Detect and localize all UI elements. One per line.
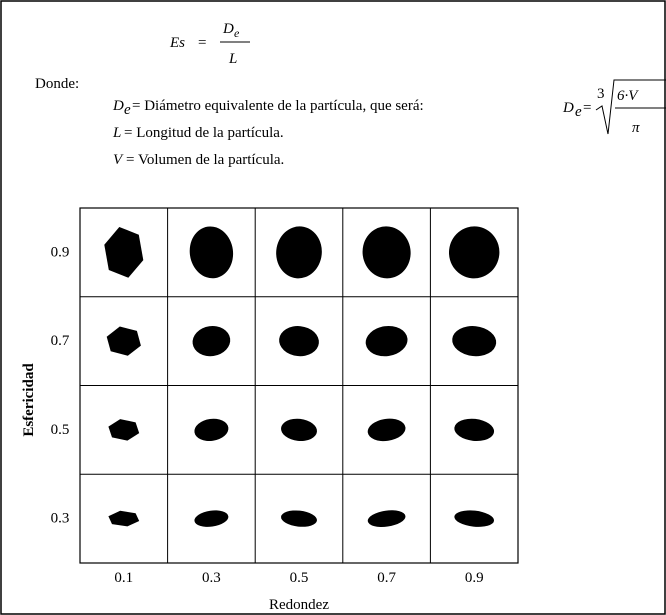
row-label: 0.7 bbox=[51, 333, 70, 349]
eq-numerator: 6·V bbox=[617, 88, 639, 104]
row-label: 0.9 bbox=[51, 244, 70, 260]
row-label: 0.5 bbox=[51, 422, 70, 438]
particle bbox=[276, 226, 322, 279]
eq-equals: = bbox=[583, 100, 591, 116]
particle bbox=[108, 419, 140, 441]
column-label: 0.5 bbox=[290, 570, 309, 586]
particle bbox=[108, 510, 140, 527]
def-symbol: L bbox=[112, 125, 121, 141]
formula-numerator-sub: e bbox=[234, 26, 240, 40]
particle bbox=[279, 326, 319, 357]
def-text: = Volumen de la partícula. bbox=[126, 152, 284, 168]
formula-denominator: L bbox=[228, 51, 237, 67]
particle bbox=[452, 326, 497, 357]
formula-lhs: Es bbox=[169, 35, 185, 51]
particle bbox=[194, 510, 229, 527]
column-label: 0.3 bbox=[202, 570, 221, 586]
column-label: 0.7 bbox=[377, 570, 396, 586]
def-text: = Longitud de la partícula. bbox=[124, 125, 284, 141]
particle bbox=[104, 227, 144, 278]
radical bbox=[595, 79, 666, 135]
particle bbox=[365, 325, 408, 357]
particle bbox=[367, 418, 406, 442]
y-title: Esfericidad bbox=[21, 363, 37, 437]
eq-denominator: π bbox=[632, 120, 640, 136]
def-sub: e bbox=[124, 102, 131, 118]
particle bbox=[454, 510, 495, 527]
formula-numerator: D bbox=[222, 21, 234, 37]
eq-lhs: D bbox=[562, 100, 574, 116]
particle bbox=[192, 326, 231, 357]
particle bbox=[448, 226, 500, 279]
formula-equals: = bbox=[198, 35, 206, 51]
particle bbox=[367, 510, 406, 527]
particle bbox=[281, 418, 317, 441]
x-title: Redondez bbox=[269, 597, 329, 613]
column-label: 0.1 bbox=[114, 570, 133, 586]
eq-sub: e bbox=[575, 104, 582, 120]
particle bbox=[454, 418, 495, 442]
def-symbol: V bbox=[113, 152, 124, 168]
particle bbox=[194, 418, 229, 442]
def-text: = Diámetro equivalente de la partícula, … bbox=[132, 98, 424, 114]
particle bbox=[189, 226, 234, 279]
def-symbol: D bbox=[112, 98, 124, 114]
particle bbox=[106, 326, 141, 356]
root-index: 3 bbox=[597, 86, 605, 102]
particle bbox=[281, 510, 317, 527]
where-label: Donde: bbox=[35, 76, 79, 92]
particle bbox=[362, 226, 411, 279]
row-label: 0.3 bbox=[51, 511, 70, 527]
column-label: 0.9 bbox=[465, 570, 484, 586]
